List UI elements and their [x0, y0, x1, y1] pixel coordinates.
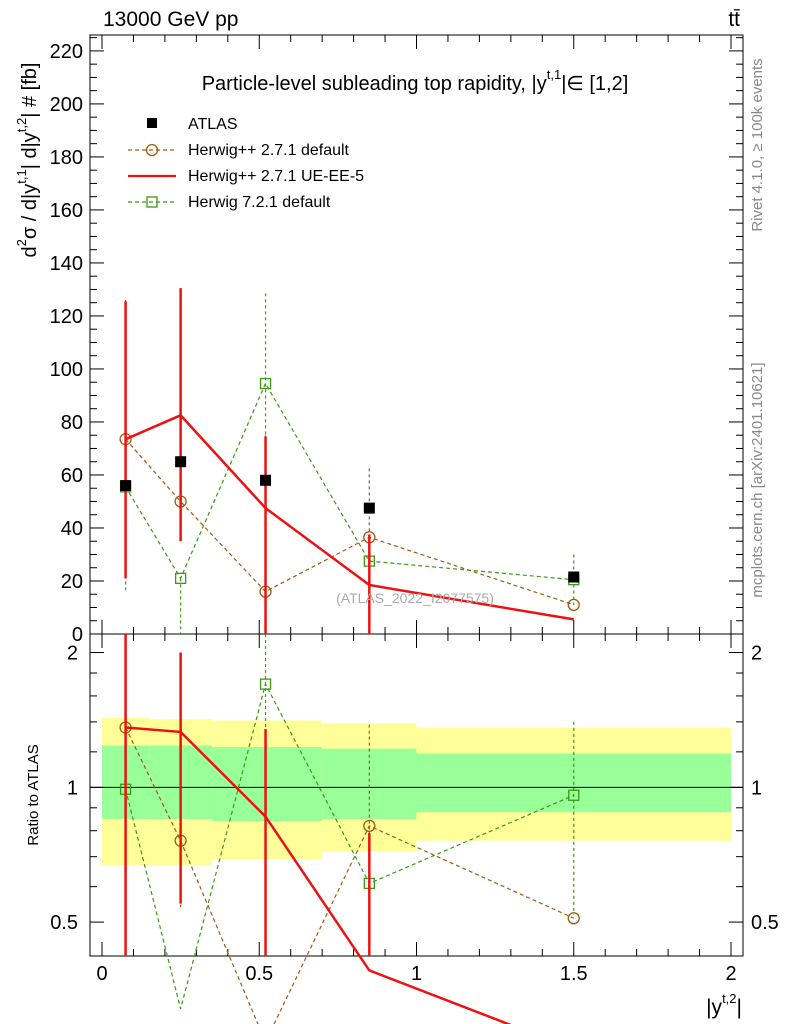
- plot-title-sup: t,1: [547, 67, 561, 82]
- legend-atlas-label: ATLAS: [188, 116, 238, 133]
- upper-ytick-label-6: 120: [50, 306, 83, 328]
- lower-ytick-label-0: 0.5: [50, 912, 78, 934]
- lower-series: [119, 634, 580, 1024]
- upper-ytick-label-4: 80: [61, 412, 83, 434]
- xtick-label-2: 1: [411, 963, 422, 985]
- mcplots-label: mcplots.cern.ch [arXiv:2401.10621]: [749, 362, 766, 597]
- lower-herwig72-point-2: [259, 678, 272, 690]
- upper-herwig72-point-2: [259, 377, 272, 390]
- legend-herwig-default-label: Herwig++ 2.7.1 default: [188, 142, 350, 159]
- energy-label: 13000 GeV pp: [103, 8, 238, 31]
- lower-herwig-default-point-4: [567, 912, 580, 925]
- upper-herwig-ueee5-line: [125, 413, 575, 621]
- upper-ytick-label-2: 40: [61, 518, 83, 540]
- band-inner-3: [322, 748, 417, 819]
- lower-herwig72-point-4: [568, 789, 580, 801]
- upper-ytick-label-11: 220: [50, 41, 83, 63]
- lower-ytick-label-right-0: 0.5: [751, 912, 779, 934]
- legend-herwig-default-marker: [145, 143, 159, 157]
- upper-ytick-label-1: 20: [61, 571, 83, 593]
- xtick-label-0: 0: [96, 963, 107, 985]
- upper-ylabel: d2σ / d|yt,1| d|yt,2| # [fb]: [14, 63, 41, 258]
- axis-ticks: 0 20 40 60 80 100 120 140 160 180 200 220 0 0.5 1 1.5 2 0…: [50, 35, 779, 985]
- upper-ytick-label-10: 200: [50, 94, 83, 116]
- lower-herwig-default-line: [125, 727, 575, 1024]
- rivet-label: Rivet 4.1.0, ≥ 100k events: [749, 58, 766, 231]
- lower-ytick-label-1: 1: [67, 777, 78, 799]
- xtick-label-1: 0.5: [245, 963, 273, 985]
- atlas-point-1: [175, 456, 187, 468]
- atlas-point-0: [120, 480, 132, 492]
- upper-ytick-label-8: 160: [50, 200, 83, 222]
- upper-herwig72-line: [125, 382, 574, 581]
- upper-ytick-label-0: 0: [72, 624, 83, 646]
- upper-herwig72-point-1: [174, 572, 187, 584]
- x-axis-label: |yt,2|: [706, 991, 742, 1019]
- analysis-watermark: (ATLAS_2022_I2077575): [336, 590, 494, 606]
- upper-ytick-label-3: 60: [61, 465, 83, 487]
- atlas-point-2: [260, 474, 272, 486]
- plot-title: Particle-level subleading top rapidity, …: [202, 67, 629, 95]
- legend-herwig-ueee5-label: Herwig++ 2.7.1 UE-EE-5: [188, 168, 364, 185]
- lower-ytick-label-right-2: 2: [751, 643, 762, 665]
- upper-ytick-label-5: 100: [50, 359, 83, 381]
- atlas-point-4: [568, 571, 580, 583]
- plot-title-main: Particle-level subleading top rapidity, …: [202, 73, 547, 95]
- xtick-label-4: 2: [725, 963, 736, 985]
- plot-title-tail: |∈ [1,2]: [561, 73, 628, 95]
- lower-ylabel: Ratio to ATLAS: [25, 744, 42, 845]
- atlas-point-3: [363, 502, 375, 514]
- lower-ytick-label-2: 2: [67, 643, 78, 665]
- process-label: tt̄: [728, 8, 740, 31]
- legend: ATLAS Herwig++ 2.7.1 default Herwig++ 2.…: [128, 116, 364, 211]
- legend-herwig72-label: Herwig 7.2.1 default: [188, 194, 331, 211]
- upper-ytick-label-9: 180: [50, 147, 83, 169]
- xtick-label-3: 1.5: [560, 963, 588, 985]
- upper-ytick-label-7: 140: [50, 253, 83, 275]
- upper-series: [119, 288, 580, 634]
- legend-herwig72-marker: [146, 196, 158, 208]
- legend-atlas-marker: [147, 118, 157, 128]
- band-inner-2: [212, 747, 323, 822]
- upper-herwig-default-line: [125, 438, 574, 606]
- lower-ytick-label-right-1: 1: [751, 777, 762, 799]
- upper-series-group: [119, 288, 580, 634]
